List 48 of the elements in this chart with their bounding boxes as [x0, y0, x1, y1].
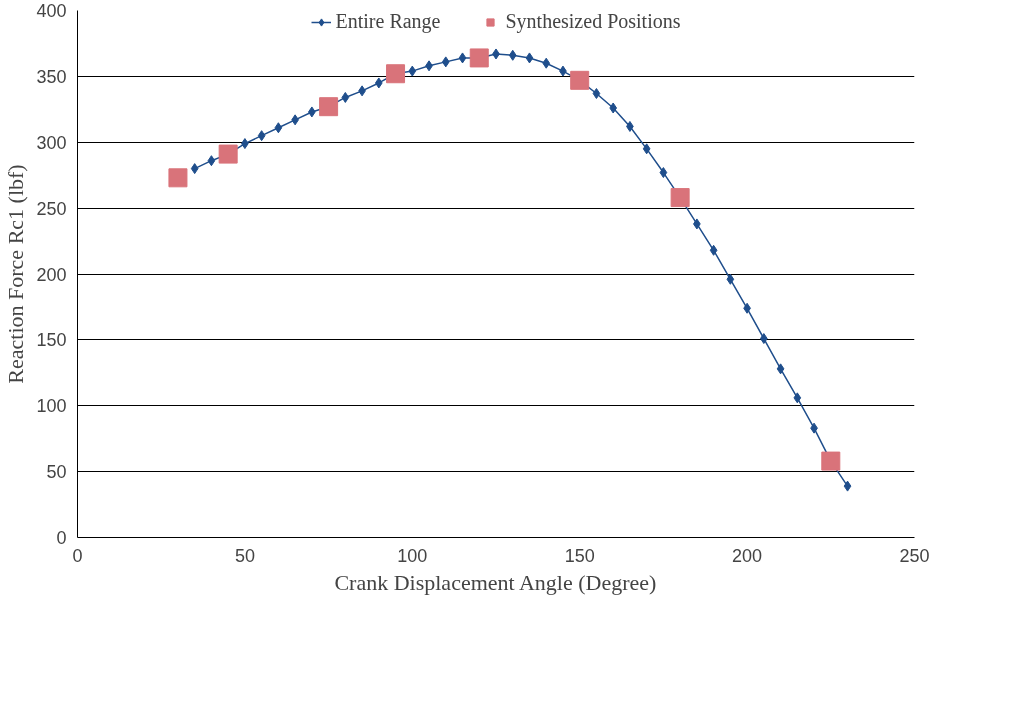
y-tick-label: 0 [56, 528, 67, 548]
x-tick-label: 50 [234, 545, 255, 566]
y-axis-title: Reaction Force Rc1 (lbf) [3, 164, 29, 384]
point [257, 130, 266, 142]
x-axis-title: Crank Displacement Angle (Degree) [334, 569, 657, 595]
point [274, 122, 283, 134]
point [168, 168, 188, 188]
point [374, 77, 383, 89]
point [609, 102, 618, 114]
point [441, 56, 450, 68]
legend-label: Synthesized Positions [505, 10, 681, 33]
x-tick-label: 250 [899, 545, 930, 566]
point [508, 49, 517, 61]
point [458, 52, 467, 64]
point [592, 88, 601, 99]
point [659, 167, 668, 179]
y-tick-label: 150 [36, 330, 67, 351]
point [570, 70, 590, 90]
point [469, 48, 489, 68]
y-tick-label: 250 [36, 198, 67, 219]
x-tick-label: 150 [564, 545, 595, 566]
y-tick-label: 350 [36, 66, 67, 87]
point [843, 480, 852, 492]
point [218, 144, 238, 164]
point [408, 65, 417, 77]
legend-label: Entire Range [335, 10, 441, 33]
x-tick-label: 200 [732, 545, 763, 566]
x-tick-label: 100 [397, 545, 428, 566]
y-tick-label: 400 [36, 1, 67, 21]
point [319, 97, 339, 117]
point [776, 363, 785, 375]
point [821, 451, 841, 471]
point [542, 57, 551, 69]
point [793, 392, 802, 404]
point [726, 273, 735, 285]
point [525, 52, 534, 64]
point [670, 188, 690, 208]
point [642, 143, 651, 155]
point [709, 244, 718, 256]
y-tick-label: 300 [36, 132, 67, 153]
y-tick-label: 200 [36, 264, 67, 285]
point [190, 163, 199, 175]
x-tick-label: 0 [72, 545, 83, 566]
y-tick-label: 50 [46, 462, 67, 483]
point [341, 91, 350, 103]
y-tick-label: 100 [36, 396, 67, 417]
point [386, 64, 406, 84]
point [207, 155, 216, 167]
